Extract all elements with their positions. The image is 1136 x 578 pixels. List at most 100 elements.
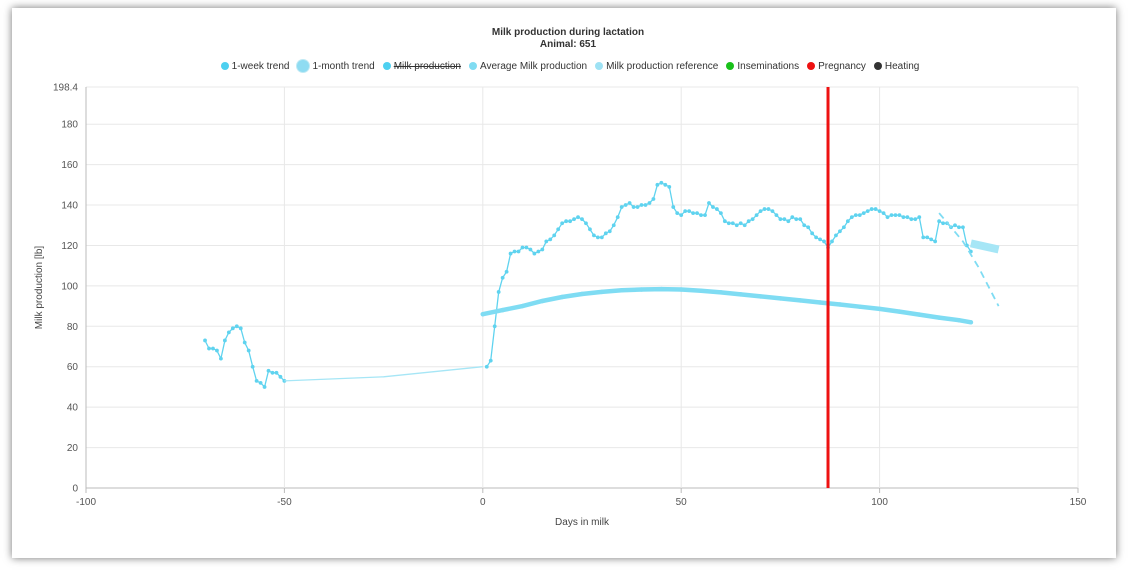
1-week-trend-point bbox=[754, 213, 759, 218]
1-week-trend-point bbox=[802, 223, 807, 228]
legend-marker bbox=[220, 62, 229, 70]
1-week-trend-point bbox=[226, 330, 231, 335]
1-week-trend-point bbox=[869, 207, 874, 211]
1-week-trend-point bbox=[211, 346, 215, 351]
average-milk-production-point bbox=[837, 302, 843, 307]
1-week-trend-point bbox=[818, 237, 822, 242]
1-week-trend-point bbox=[524, 245, 529, 250]
1-week-trend-point bbox=[758, 209, 763, 213]
average-milk-production-point bbox=[968, 320, 974, 325]
1-week-trend-point bbox=[615, 215, 620, 220]
x-tick-label: -100 bbox=[76, 497, 96, 508]
1-week-trend-point bbox=[901, 215, 906, 220]
legend-item-average-milk-production[interactable]: Average Milk production bbox=[468, 60, 587, 72]
1-week-trend-point bbox=[774, 213, 779, 218]
1-week-trend-point bbox=[595, 235, 600, 240]
average-milk-production-point bbox=[798, 298, 803, 303]
y-tick-label: 80 bbox=[67, 322, 79, 333]
1-week-trend-point bbox=[222, 338, 227, 343]
1-week-trend-point bbox=[623, 203, 628, 207]
average-milk-production-point bbox=[540, 298, 545, 304]
legend-item-1-week-trend[interactable]: 1-week trend bbox=[220, 60, 290, 72]
1-week-trend-point bbox=[611, 223, 616, 228]
legend-label: 1-week trend bbox=[231, 60, 290, 72]
1-week-trend-point bbox=[635, 205, 640, 209]
chart-subtitle: Animal: 651 bbox=[539, 39, 597, 50]
1-week-trend-point bbox=[484, 364, 489, 369]
average-milk-production-point bbox=[778, 296, 783, 301]
average-milk-production-point bbox=[936, 315, 942, 320]
1-week-trend-point bbox=[500, 275, 505, 280]
legend-marker bbox=[807, 62, 816, 70]
1-week-trend-point bbox=[659, 180, 664, 185]
1-week-trend-point bbox=[877, 209, 882, 213]
chart-title: Milk production during lactation bbox=[491, 27, 645, 38]
legend-marker bbox=[595, 62, 604, 70]
1-week-trend-line bbox=[486, 182, 972, 368]
chart-card bbox=[12, 8, 1116, 558]
1-week-trend-point bbox=[647, 201, 652, 205]
1-week-trend-point bbox=[770, 209, 775, 213]
1-week-trend-point bbox=[711, 205, 715, 209]
1-week-trend-point bbox=[599, 235, 604, 240]
average-milk-production-point bbox=[599, 289, 605, 295]
1-week-trend-point bbox=[496, 290, 501, 294]
1-week-trend-point bbox=[508, 251, 513, 256]
1-week-trend-point bbox=[905, 215, 910, 220]
1-week-trend-point bbox=[516, 249, 521, 254]
1-week-trend-point bbox=[830, 239, 834, 244]
average-milk-production-point bbox=[579, 291, 585, 297]
average-milk-production-point bbox=[679, 287, 684, 292]
1-week-trend-point bbox=[718, 211, 723, 216]
1-week-trend-point bbox=[790, 215, 795, 220]
y-tick-label: 120 bbox=[61, 241, 78, 252]
1-week-trend-point bbox=[703, 213, 707, 218]
1-week-trend-point bbox=[528, 247, 533, 252]
y-tick-label: 140 bbox=[61, 201, 78, 212]
legend-marker bbox=[726, 62, 735, 70]
1-week-trend-point bbox=[262, 385, 267, 389]
average-milk-production-line bbox=[480, 286, 974, 325]
y-axis-title: Milk production [lb] bbox=[34, 246, 45, 330]
average-milk-production-point bbox=[897, 309, 902, 314]
legend-label: 1-month trend bbox=[312, 60, 375, 72]
1-week-trend-point bbox=[861, 211, 866, 216]
x-axis-title: Days in milk bbox=[555, 517, 610, 528]
1-week-trend-point bbox=[238, 326, 243, 331]
1-week-trend-point bbox=[715, 207, 719, 211]
legend-label: Inseminations bbox=[737, 60, 800, 72]
1-month-trend-projection-band bbox=[970, 239, 1000, 254]
1-week-trend-point bbox=[937, 219, 942, 224]
1-week-trend-point bbox=[750, 217, 755, 222]
average-milk-production-point bbox=[500, 307, 505, 313]
1-week-trend-point bbox=[552, 233, 557, 238]
1-week-trend-point bbox=[838, 229, 842, 234]
legend-item-pregnancy[interactable]: Pregnancy bbox=[807, 60, 866, 72]
1-week-trend-line bbox=[204, 325, 285, 389]
1-week-trend-point bbox=[953, 223, 957, 228]
average-milk-production-point bbox=[639, 287, 644, 292]
1-week-trend-point bbox=[258, 380, 263, 385]
legend-item-milk-production-reference[interactable]: Milk production reference bbox=[595, 60, 718, 72]
1-week-trend-point bbox=[889, 213, 894, 218]
1-week-trend-point bbox=[679, 213, 684, 218]
average-milk-production-point bbox=[738, 292, 743, 297]
chart-legend: 1-week trend 1-month trend Milk production… bbox=[200, 60, 940, 72]
x-tick-label: 150 bbox=[1070, 497, 1087, 508]
y-tick-label: 180 bbox=[61, 120, 78, 131]
1-week-trend-point bbox=[778, 217, 783, 222]
1-week-trend-point bbox=[695, 211, 699, 216]
legend-label: Milk production bbox=[393, 60, 461, 72]
1-week-trend-point bbox=[909, 217, 914, 222]
1-week-trend-point bbox=[219, 356, 223, 361]
1-week-trend-point bbox=[532, 251, 537, 256]
legend-item-milk-production[interactable]: Milk production bbox=[382, 60, 461, 72]
legend-item-inseminations[interactable]: Inseminations bbox=[726, 60, 799, 72]
1-week-trend-point bbox=[266, 368, 271, 373]
1-week-trend-point bbox=[588, 227, 592, 232]
1-week-trend-point bbox=[782, 217, 787, 222]
legend-item-1-month-trend[interactable]: 1-month trend bbox=[297, 60, 375, 72]
legend-item-heating[interactable]: Heating bbox=[873, 60, 919, 72]
1-week-trend-point bbox=[242, 340, 247, 345]
y-tick-label: 20 bbox=[67, 443, 79, 454]
